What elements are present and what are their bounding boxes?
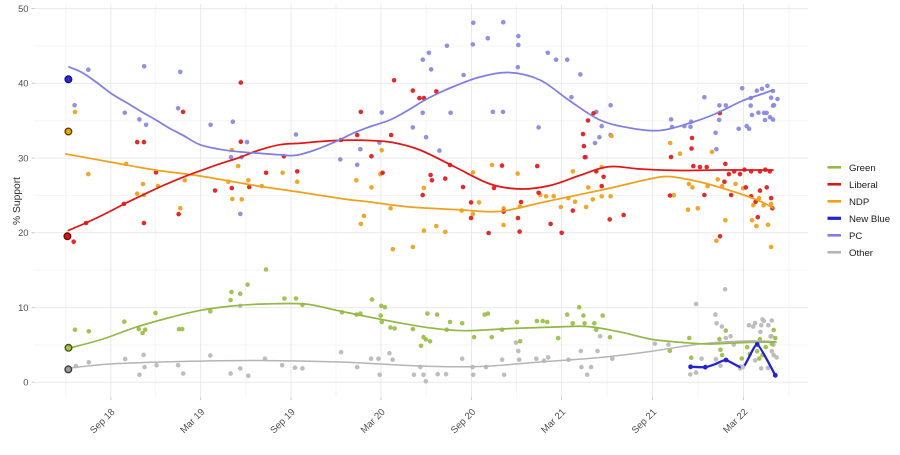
svg-text:50: 50	[18, 3, 28, 14]
svg-text:New Blue: New Blue	[849, 214, 890, 225]
svg-text:Other: Other	[849, 248, 874, 259]
svg-text:% Support: % Support	[12, 177, 23, 225]
svg-text:Green: Green	[849, 163, 876, 174]
svg-text:20: 20	[18, 227, 28, 238]
svg-text:40: 40	[18, 78, 28, 89]
svg-text:PC: PC	[849, 231, 862, 242]
svg-text:30: 30	[18, 153, 28, 164]
svg-text:0: 0	[23, 377, 28, 388]
svg-text:NDP: NDP	[849, 197, 869, 208]
svg-text:10: 10	[18, 302, 28, 313]
svg-text:Liberal: Liberal	[849, 180, 878, 191]
